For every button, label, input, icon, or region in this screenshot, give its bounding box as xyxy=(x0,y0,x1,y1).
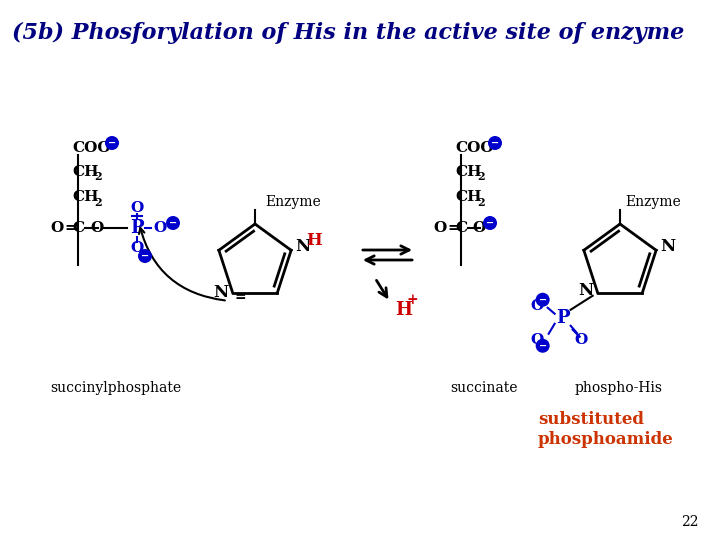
Text: N: N xyxy=(579,282,594,299)
Text: P: P xyxy=(130,219,144,237)
Circle shape xyxy=(138,249,152,263)
Text: −: − xyxy=(486,218,494,228)
Text: H: H xyxy=(306,232,322,249)
Text: succinylphosphate: succinylphosphate xyxy=(50,381,181,395)
Text: O: O xyxy=(574,333,588,347)
Text: −: − xyxy=(108,138,116,148)
Text: C: C xyxy=(72,221,84,235)
Text: C: C xyxy=(455,221,467,235)
Text: O: O xyxy=(433,221,446,235)
Text: succinate: succinate xyxy=(450,381,518,395)
Text: =: = xyxy=(447,221,460,235)
Text: O: O xyxy=(472,221,485,235)
Text: Enzyme: Enzyme xyxy=(265,195,320,209)
Text: −: − xyxy=(491,138,499,148)
Text: 2: 2 xyxy=(477,172,485,183)
Text: (5b) Phosforylation of His in the active site of enzyme: (5b) Phosforylation of His in the active… xyxy=(12,22,684,44)
Text: 2: 2 xyxy=(94,197,102,207)
Text: O: O xyxy=(153,221,166,235)
Text: COO: COO xyxy=(72,141,111,155)
Text: O: O xyxy=(130,241,143,255)
Text: 22: 22 xyxy=(681,515,698,529)
Text: N: N xyxy=(295,238,310,255)
Circle shape xyxy=(536,339,549,353)
Text: phosphoamide: phosphoamide xyxy=(538,431,674,449)
Text: −: − xyxy=(539,341,546,351)
Text: 2: 2 xyxy=(477,197,485,207)
Text: Enzyme: Enzyme xyxy=(625,195,680,209)
Circle shape xyxy=(166,216,180,230)
Text: O: O xyxy=(531,299,544,313)
Text: H: H xyxy=(395,301,412,319)
Text: phospho-His: phospho-His xyxy=(575,381,663,395)
Text: O: O xyxy=(50,221,63,235)
Circle shape xyxy=(536,293,549,307)
Text: CH: CH xyxy=(72,190,99,204)
Text: 2: 2 xyxy=(94,172,102,183)
Text: =: = xyxy=(64,221,77,235)
Text: −: − xyxy=(539,295,546,305)
Text: substituted: substituted xyxy=(538,411,644,429)
Text: CH: CH xyxy=(455,190,482,204)
Text: P: P xyxy=(556,309,570,327)
Text: O: O xyxy=(130,201,143,215)
Circle shape xyxy=(105,136,119,150)
Text: COO: COO xyxy=(455,141,494,155)
Text: CH: CH xyxy=(72,165,99,179)
Circle shape xyxy=(488,136,502,150)
Text: −: − xyxy=(169,218,177,228)
Text: O: O xyxy=(531,333,544,347)
Text: O: O xyxy=(90,221,103,235)
Text: CH: CH xyxy=(455,165,482,179)
Text: =: = xyxy=(235,290,246,303)
Text: N: N xyxy=(660,238,675,255)
Circle shape xyxy=(483,216,497,230)
Text: −: − xyxy=(141,251,149,261)
Text: N: N xyxy=(214,284,229,301)
Text: +: + xyxy=(407,293,418,307)
